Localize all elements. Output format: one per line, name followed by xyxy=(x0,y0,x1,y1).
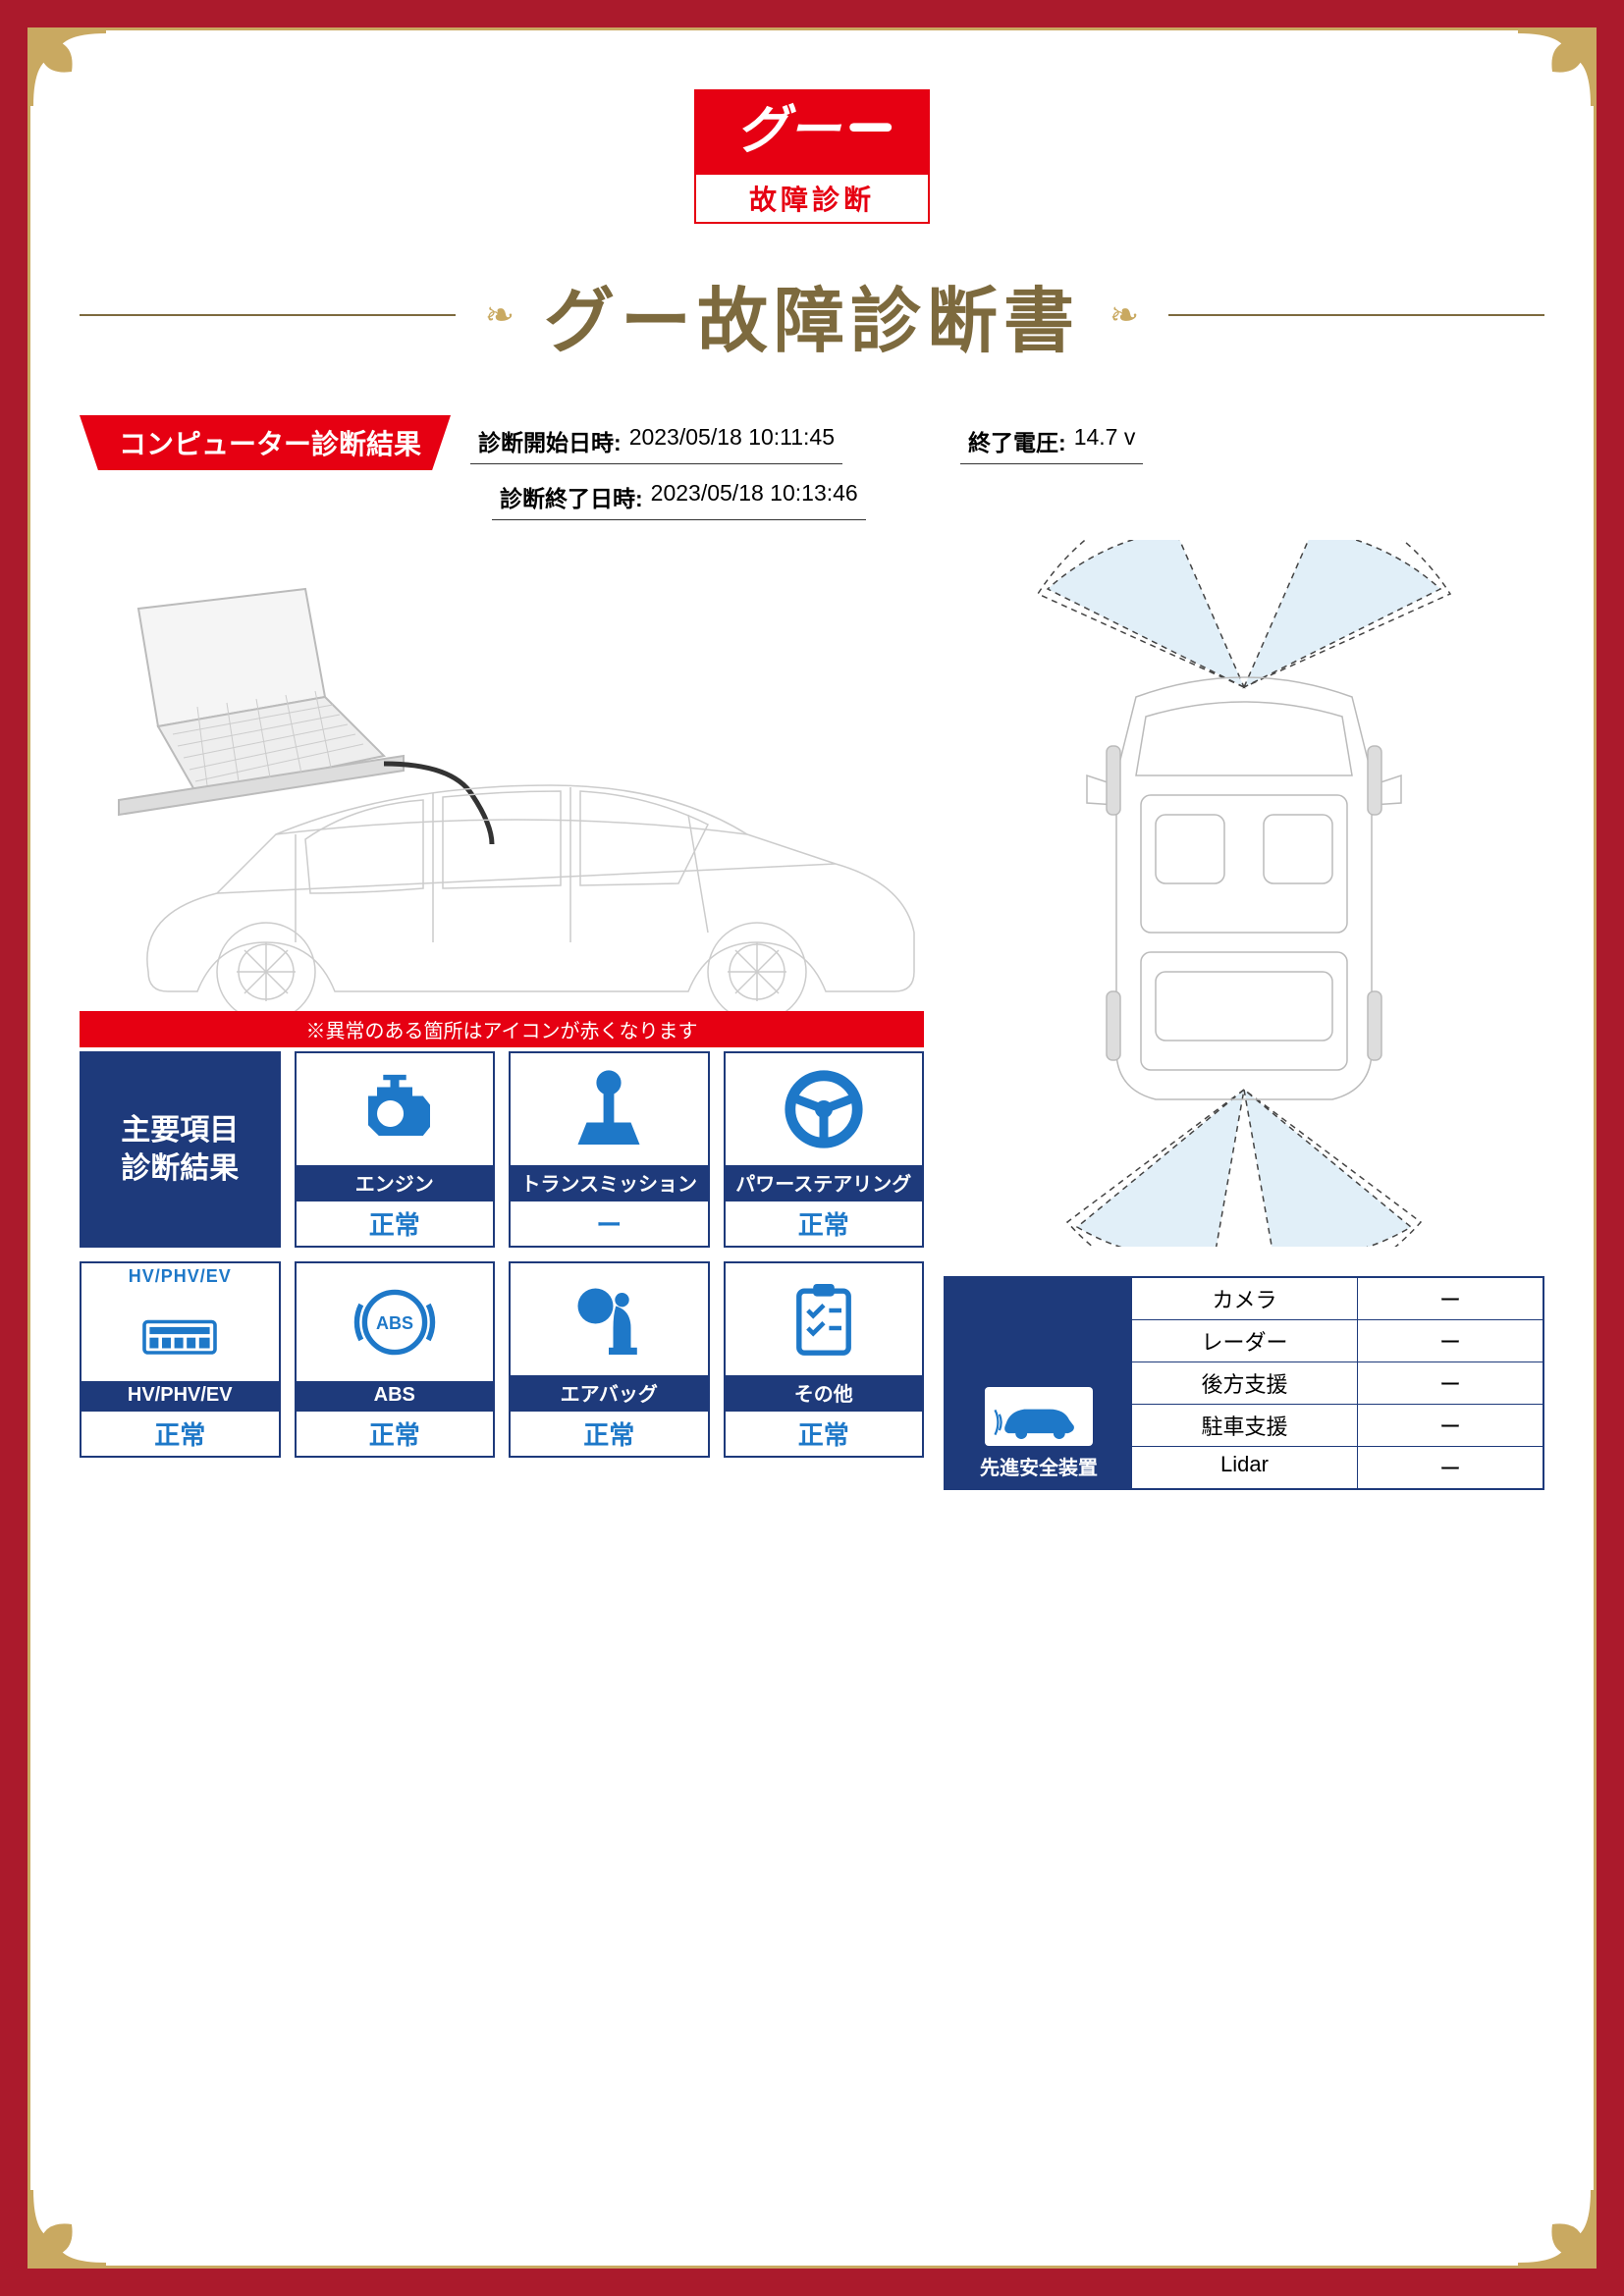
result-other: その他 正常 xyxy=(724,1261,925,1458)
result-name: エアバッグ xyxy=(511,1375,708,1410)
safety-val: ー xyxy=(1358,1447,1543,1488)
safety-val: ー xyxy=(1358,1405,1543,1446)
meta-start-label: 診断開始日時: xyxy=(478,424,622,457)
result-status: 正常 xyxy=(726,1410,923,1456)
right-column: 先進安全装置 カメラ ー レーダー ー 後方支援 ー xyxy=(944,540,1544,1490)
logo: グー 故障診断 xyxy=(694,89,930,224)
result-transmission: トランスミッション ー xyxy=(509,1051,710,1248)
abs-icon: ABS xyxy=(297,1263,494,1381)
result-engine: エンジン 正常 xyxy=(295,1051,496,1248)
result-name: トランスミッション xyxy=(511,1165,708,1200)
result-status: 正常 xyxy=(511,1410,708,1456)
svg-text:ABS: ABS xyxy=(376,1313,413,1333)
result-grid: 主要項目 診断結果 エンジン 正常 トランスミッ xyxy=(80,1051,924,1458)
meta-end: 診断終了日時: 2023/05/18 10:13:46 xyxy=(492,478,866,520)
page-frame: グー 故障診断 ❧ グー故障診断書 ❧ コンピューター診断結果 診断開始日時: … xyxy=(0,0,1624,2296)
result-name: HV/PHV/EV xyxy=(81,1381,279,1410)
result-abs: ABS ABS 正常 xyxy=(295,1261,496,1458)
safety-key: Lidar xyxy=(1132,1447,1358,1488)
meta-voltage: 終了電圧: 14.7 v xyxy=(960,422,1143,464)
hvev-top-label: HV/PHV/EV xyxy=(129,1266,232,1287)
result-head-line2: 診断結果 xyxy=(121,1149,239,1188)
meta-start-value: 2023/05/18 10:11:45 xyxy=(629,424,835,457)
meta-start: 診断開始日時: 2023/05/18 10:11:45 xyxy=(470,422,842,464)
safety-val: ー xyxy=(1358,1362,1543,1404)
result-grid-header: 主要項目 診断結果 xyxy=(80,1051,281,1248)
result-status: 正常 xyxy=(297,1200,494,1246)
safety-key: レーダー xyxy=(1132,1320,1358,1362)
hvev-icon: HV/PHV/EV xyxy=(81,1263,279,1381)
corner-ornament-tr xyxy=(1518,27,1597,106)
meta-end-value: 2023/05/18 10:13:46 xyxy=(651,480,858,513)
safety-row: 後方支援 ー xyxy=(1132,1362,1543,1405)
meta-voltage-value: 14.7 v xyxy=(1074,424,1136,457)
logo-mark: グー xyxy=(694,89,930,173)
document-title: グー故障診断書 xyxy=(544,263,1080,366)
result-status: 正常 xyxy=(81,1410,279,1456)
safety-header-label: 先進安全装置 xyxy=(980,1452,1098,1480)
car-top-diagram xyxy=(944,540,1544,1247)
safety-key: 後方支援 xyxy=(1132,1362,1358,1404)
safety-header-cell: 先進安全装置 xyxy=(946,1278,1132,1488)
section-tag: コンピューター診断結果 xyxy=(80,415,451,470)
safety-rows: カメラ ー レーダー ー 後方支援 ー 駐車支援 xyxy=(1132,1278,1543,1488)
result-note: ※異常のある箇所はアイコンが赤くなります xyxy=(80,1011,924,1047)
inner-frame: グー 故障診断 ❧ グー故障診断書 ❧ コンピューター診断結果 診断開始日時: … xyxy=(27,27,1597,2269)
result-powersteering: パワーステアリング 正常 xyxy=(724,1051,925,1248)
corner-ornament-br xyxy=(1518,2190,1597,2269)
result-name: その他 xyxy=(726,1375,923,1410)
safety-row: 駐車支援 ー xyxy=(1132,1405,1543,1447)
safety-key: 駐車支援 xyxy=(1132,1405,1358,1446)
car-sensor-icon xyxy=(985,1387,1093,1446)
safety-row: レーダー ー xyxy=(1132,1320,1543,1362)
svg-text:グー: グー xyxy=(736,102,842,159)
meta-end-label: 診断終了日時: xyxy=(500,480,643,513)
corner-ornament-tl xyxy=(27,27,106,106)
result-head-line1: 主要項目 xyxy=(121,1111,239,1149)
title-line-right xyxy=(1168,314,1544,316)
title-line-left xyxy=(80,314,456,316)
result-airbag: エアバッグ 正常 xyxy=(509,1261,710,1458)
result-name: ABS xyxy=(297,1381,494,1410)
diagrams-row: ※異常のある箇所はアイコンが赤くなります 主要項目 診断結果 エンジン 正常 xyxy=(80,540,1544,1490)
corner-ornament-bl xyxy=(27,2190,106,2269)
meta-voltage-label: 終了電圧: xyxy=(968,424,1066,457)
clipboard-icon xyxy=(726,1263,923,1375)
steering-icon xyxy=(726,1053,923,1165)
gear-icon xyxy=(511,1053,708,1165)
title-row: ❧ グー故障診断書 ❧ xyxy=(80,263,1544,366)
safety-row: Lidar ー xyxy=(1132,1447,1543,1488)
result-name: パワーステアリング xyxy=(726,1165,923,1200)
meta-row2: 診断終了日時: 2023/05/18 10:13:46 xyxy=(492,478,1544,520)
flourish-right-icon: ❧ xyxy=(1100,294,1149,336)
airbag-icon xyxy=(511,1263,708,1375)
car-side-diagram xyxy=(80,540,924,1011)
section-header: コンピューター診断結果 診断開始日時: 2023/05/18 10:11:45 … xyxy=(80,415,1544,470)
safety-key: カメラ xyxy=(1132,1278,1358,1319)
result-name: エンジン xyxy=(297,1165,494,1200)
safety-row: カメラ ー xyxy=(1132,1278,1543,1320)
result-status: 正常 xyxy=(297,1410,494,1456)
result-status: 正常 xyxy=(726,1200,923,1246)
safety-val: ー xyxy=(1358,1320,1543,1362)
result-status: ー xyxy=(511,1200,708,1246)
left-column: ※異常のある箇所はアイコンが赤くなります 主要項目 診断結果 エンジン 正常 xyxy=(80,540,924,1490)
engine-icon xyxy=(297,1053,494,1165)
safety-table: 先進安全装置 カメラ ー レーダー ー 後方支援 ー xyxy=(944,1276,1544,1490)
logo-subtext: 故障診断 xyxy=(694,173,930,224)
flourish-left-icon: ❧ xyxy=(475,294,524,336)
safety-val: ー xyxy=(1358,1278,1543,1319)
result-hvev: HV/PHV/EV HV/PHV/EV 正常 xyxy=(80,1261,281,1458)
